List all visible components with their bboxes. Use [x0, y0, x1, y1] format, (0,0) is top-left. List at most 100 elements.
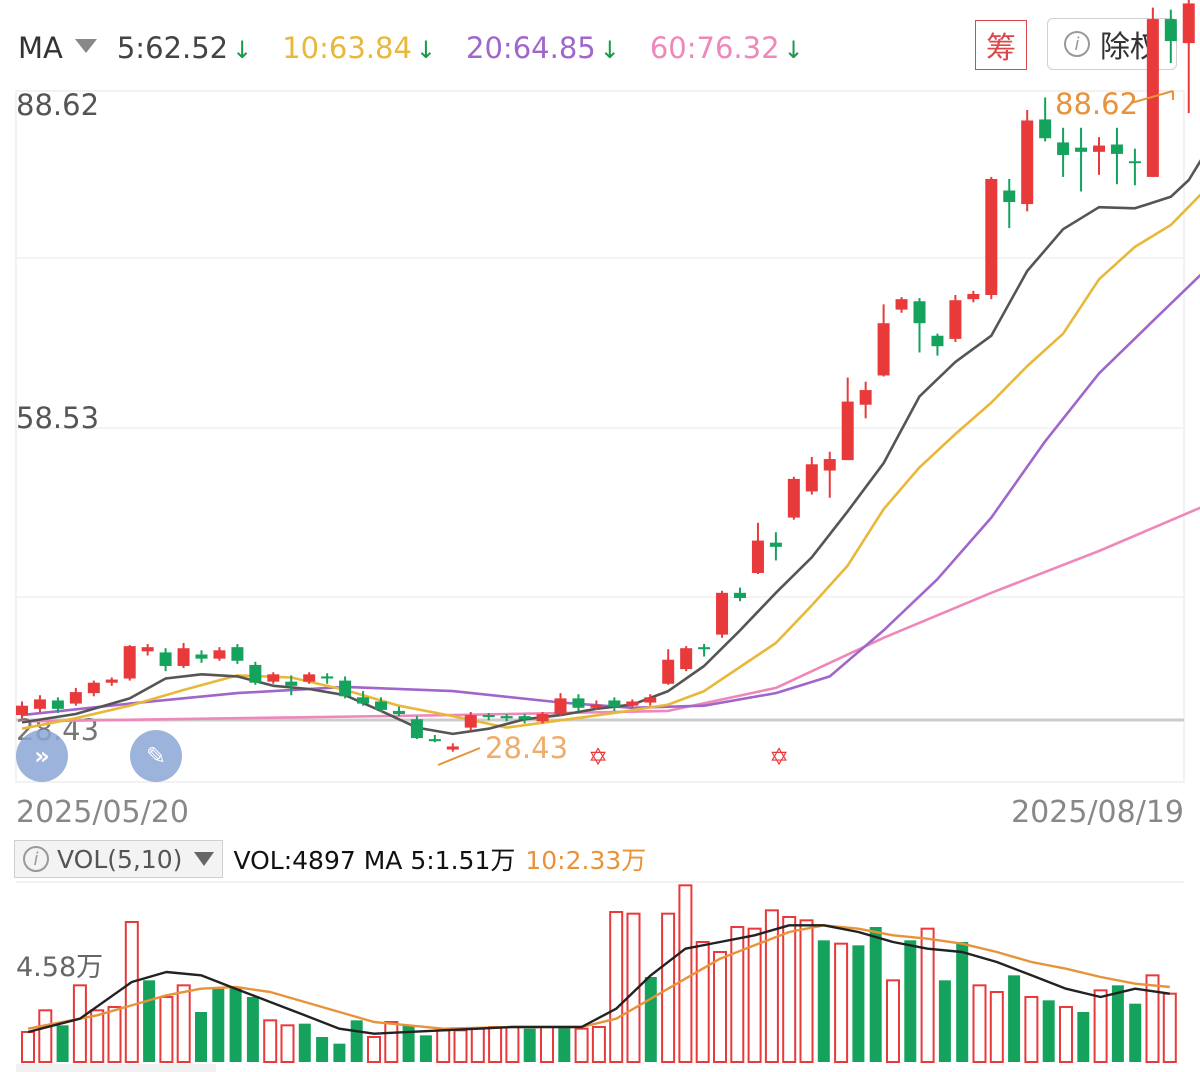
- candle-body: [392, 710, 405, 715]
- candle-body: [1075, 147, 1088, 152]
- candle-body: [428, 739, 441, 742]
- volume-bar: [747, 927, 762, 1064]
- chip-distribution-button[interactable]: 筹: [975, 20, 1027, 70]
- volume-bar: [869, 927, 882, 1062]
- candle-body: [1182, 3, 1195, 44]
- candle-body: [410, 719, 423, 739]
- price-plot-frame: [15, 90, 1185, 783]
- volume-bar: [436, 1029, 451, 1064]
- chevron-down-icon[interactable]: [74, 39, 97, 53]
- volume-bar: [419, 1035, 432, 1062]
- volume-bar: [72, 984, 87, 1063]
- ma10-value: 10:63.84 ↓: [282, 31, 437, 65]
- volume-bar: [488, 1026, 503, 1063]
- candle-body: [536, 714, 549, 722]
- candle-body: [823, 459, 836, 471]
- chevron-down-icon: [194, 852, 215, 866]
- volume-bar: [834, 942, 849, 1064]
- volume-bar: [764, 909, 779, 1063]
- candle-body: [787, 478, 800, 518]
- volume-bar: [972, 984, 987, 1063]
- candle-body: [87, 682, 100, 694]
- candle-body: [859, 390, 872, 405]
- candle-body: [1146, 19, 1159, 177]
- candle-body: [590, 704, 603, 708]
- candle-body: [321, 676, 334, 679]
- volume-bar: [453, 1029, 468, 1064]
- candle-body: [357, 697, 370, 704]
- candle-body: [841, 401, 854, 461]
- volume-ma10-line: [27, 924, 1170, 1030]
- volume-bar: [558, 1027, 571, 1062]
- volume-bar: [21, 1031, 35, 1063]
- candle-body: [1003, 190, 1016, 202]
- down-arrow-icon: ↓: [783, 36, 804, 64]
- info-icon: i: [1064, 31, 1090, 57]
- candle-body: [446, 746, 459, 750]
- price-axis-top-label: 88.62: [16, 88, 99, 122]
- candle-body: [1164, 19, 1177, 42]
- end-date-label: 2025/08/19: [1011, 795, 1184, 830]
- ma10-line: [21, 193, 1200, 730]
- volume-bar: [350, 1020, 363, 1062]
- volume-bar: [176, 984, 191, 1063]
- candle-body: [913, 301, 926, 324]
- event-star-icon: ✡: [769, 743, 789, 771]
- volume-bar: [782, 916, 797, 1063]
- volume-bar: [591, 1026, 606, 1063]
- price-axis-mid-label: 58.53: [16, 401, 99, 435]
- candle-body: [482, 715, 495, 718]
- candle-body: [662, 659, 675, 684]
- volume-bar: [229, 987, 242, 1062]
- volume-bar: [938, 980, 951, 1062]
- volume-bar: [540, 1026, 554, 1063]
- candle-body: [877, 323, 890, 376]
- volume-bar: [56, 1025, 69, 1062]
- volume-bar: [107, 1006, 122, 1063]
- volume-bar: [1008, 975, 1021, 1062]
- candle-body: [249, 664, 262, 683]
- ma-indicator-row: MA 5:62.52 ↓ 10:63.84 ↓ 20:64.85 ↓ 60:76.32…: [18, 28, 834, 68]
- candle-body: [985, 178, 998, 295]
- volume-bar: [298, 1023, 311, 1062]
- ma5-value: 5:62.52 ↓: [116, 31, 253, 65]
- candle-body: [572, 698, 585, 708]
- candle-body: [608, 700, 621, 707]
- ma5-line: [21, 159, 1200, 736]
- volume-bar: [1111, 985, 1124, 1062]
- candle-body: [931, 335, 944, 347]
- candle-body: [123, 646, 136, 679]
- candle-body: [1057, 142, 1070, 155]
- volume-bar: [143, 980, 156, 1062]
- candle-body: [339, 680, 352, 697]
- high-price-label: 88.62: [1055, 87, 1138, 121]
- candle-body: [1039, 119, 1052, 139]
- draw-tool-icon[interactable]: ✎: [130, 730, 182, 782]
- candle-body: [231, 647, 244, 661]
- expand-icon[interactable]: »: [16, 730, 68, 782]
- candle-body: [805, 464, 818, 492]
- volume-bar: [1145, 974, 1160, 1063]
- candle-body: [949, 300, 962, 339]
- ma-selector-label[interactable]: MA: [18, 31, 63, 65]
- volume-bar: [886, 979, 900, 1063]
- ma60-line: [21, 506, 1200, 723]
- candle-body: [734, 592, 746, 599]
- volume-bar: [1042, 1000, 1055, 1062]
- info-icon: i: [23, 846, 49, 872]
- candle-body: [285, 681, 298, 686]
- volume-selector[interactable]: i VOL(5,10): [14, 840, 224, 878]
- volume-bar: [367, 1036, 381, 1063]
- candle-body: [554, 698, 567, 715]
- volume-header: i VOL(5,10) VOL:4897 MA 5:1.51万 10:2.33万: [14, 840, 646, 878]
- volume-bar: [852, 945, 865, 1062]
- volume-ma5-line: [27, 924, 1170, 1035]
- candle-body: [16, 705, 28, 716]
- volume-bar: [38, 1009, 53, 1063]
- volume-bar: [316, 1037, 329, 1062]
- candle-body: [500, 716, 513, 719]
- candle-body: [518, 716, 531, 720]
- candle-body: [751, 540, 764, 573]
- candle-body: [375, 701, 387, 710]
